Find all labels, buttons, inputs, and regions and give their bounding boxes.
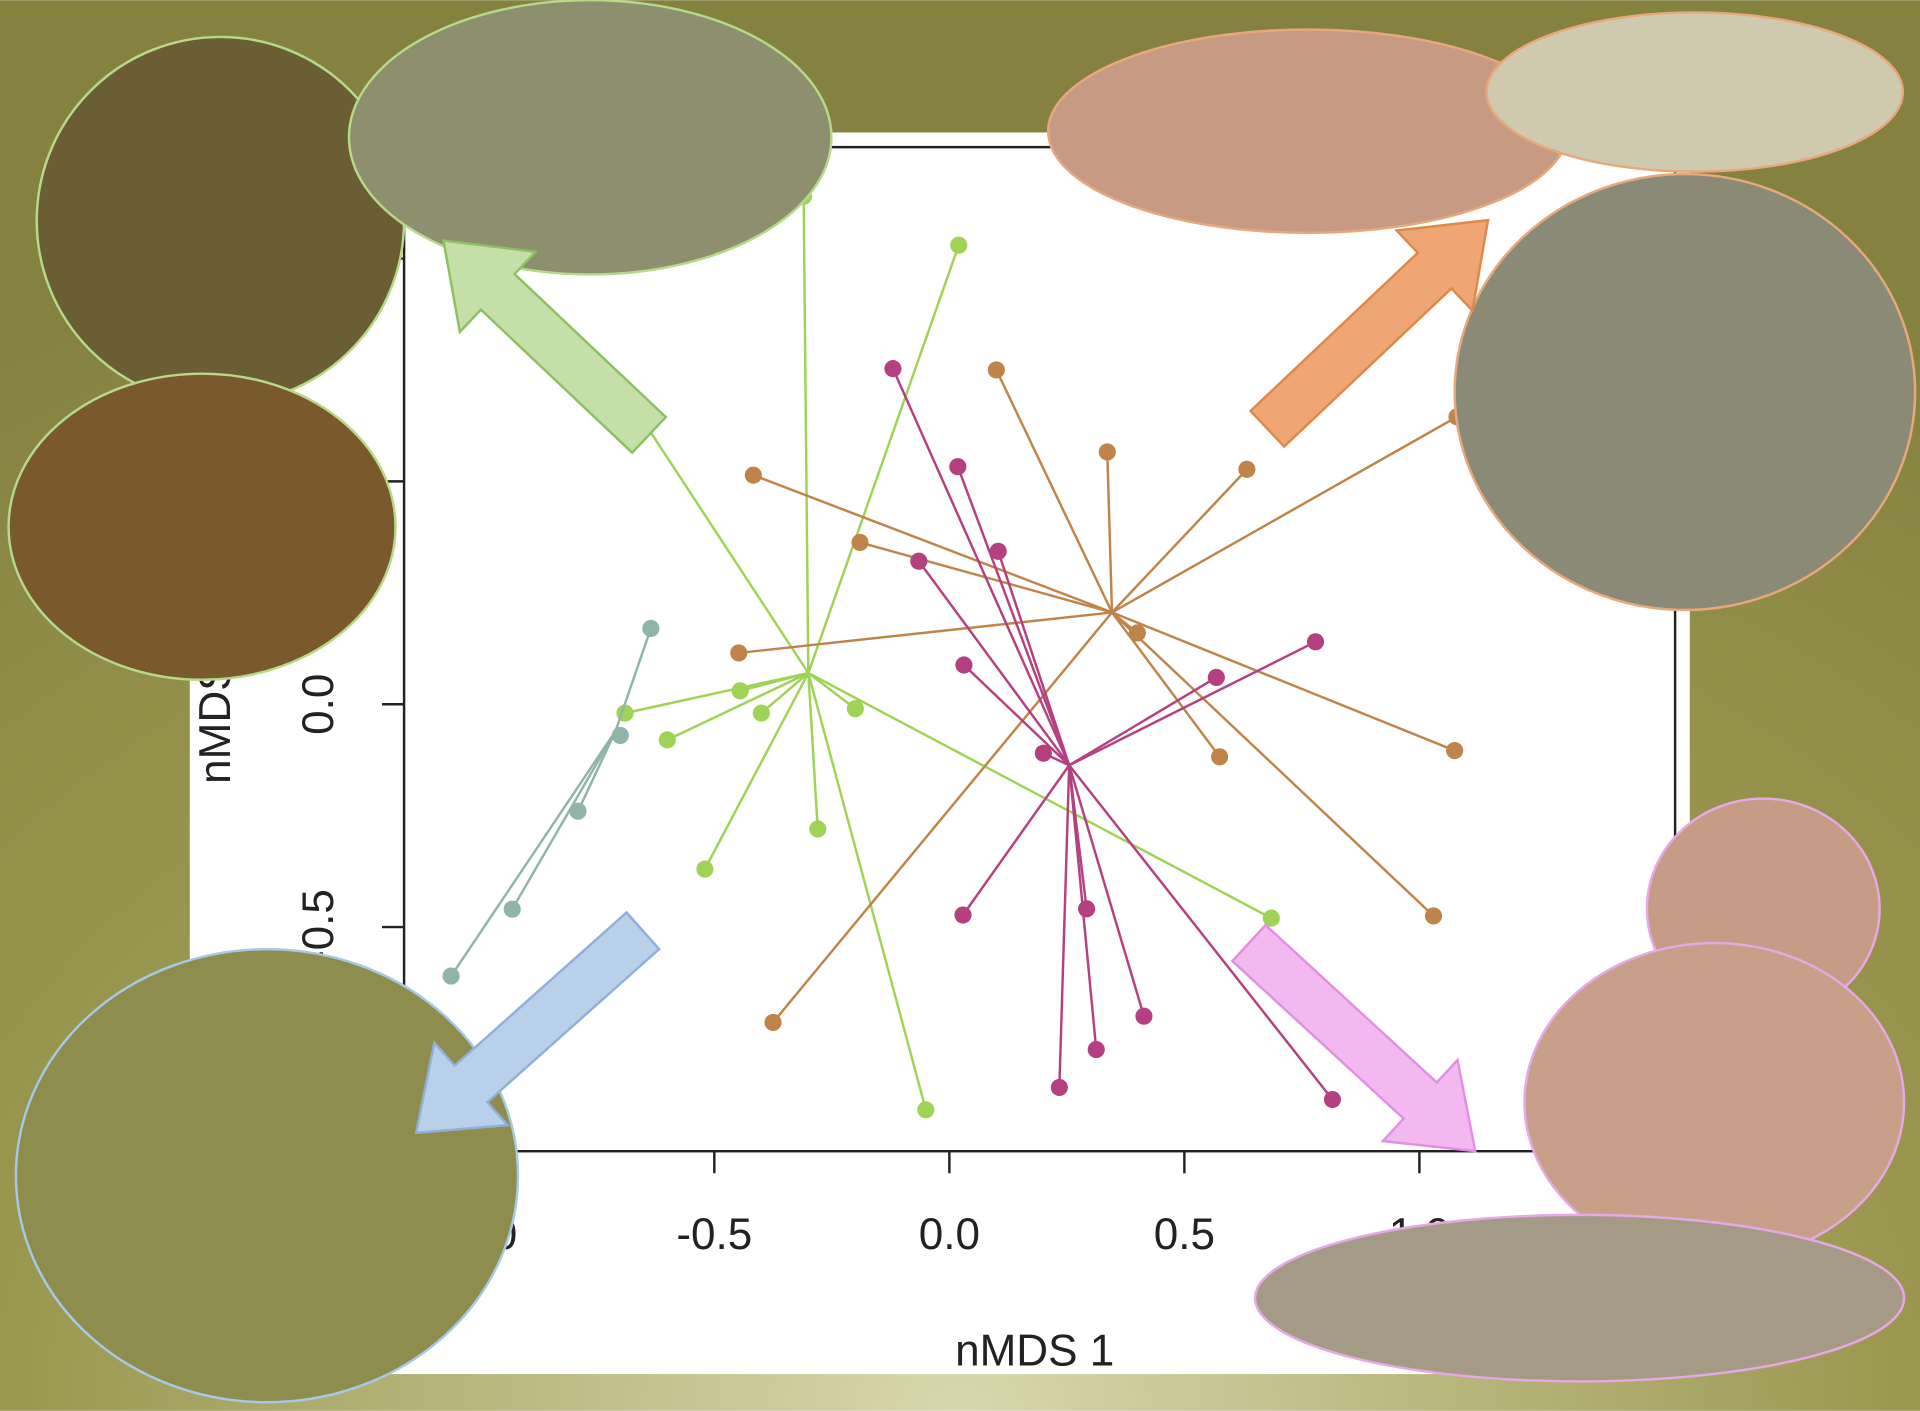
- spoke: [963, 664, 1071, 767]
- spoke: [624, 671, 809, 715]
- point: [1262, 909, 1280, 927]
- spoke: [807, 671, 1272, 920]
- point: [846, 700, 864, 718]
- spoke: [1111, 611, 1456, 752]
- spoke: [1106, 451, 1114, 613]
- spoke: [956, 466, 1071, 766]
- spoke: [666, 671, 809, 741]
- spoke: [772, 611, 1113, 1024]
- y-tick-label: 0.0: [294, 674, 343, 735]
- point: [658, 731, 676, 749]
- spoke: [1068, 640, 1317, 767]
- point: [569, 802, 587, 820]
- spoke: [807, 672, 857, 710]
- point: [1211, 748, 1229, 766]
- photo: [7, 372, 397, 682]
- point: [1306, 633, 1325, 651]
- spoke: [802, 196, 810, 674]
- point: [989, 542, 1007, 560]
- point: [1135, 1007, 1153, 1025]
- spoke: [1068, 764, 1334, 1101]
- point: [1087, 1041, 1105, 1059]
- arrow: [414, 910, 661, 1135]
- photo: [347, 0, 833, 276]
- spoke: [576, 730, 617, 812]
- point: [884, 360, 902, 378]
- point: [1446, 741, 1464, 760]
- spoke: [760, 672, 810, 715]
- point: [752, 704, 770, 722]
- x-tick-label: 0.0: [919, 1210, 980, 1259]
- point: [954, 906, 972, 924]
- spoke: [1068, 764, 1146, 1017]
- point: [851, 533, 869, 552]
- arrow: [1230, 923, 1477, 1153]
- spoke: [1111, 468, 1248, 614]
- point: [611, 726, 629, 744]
- photo: [1453, 172, 1917, 612]
- point: [917, 1101, 935, 1119]
- spoke: [450, 730, 617, 977]
- point: [809, 820, 827, 838]
- point: [730, 644, 748, 662]
- spoke: [1058, 765, 1071, 1088]
- photos: [7, 0, 1917, 1404]
- point: [764, 1013, 782, 1031]
- photo: [14, 947, 520, 1404]
- point: [696, 860, 714, 878]
- x-tick-label: -0.5: [676, 1210, 752, 1259]
- point: [1034, 744, 1052, 762]
- spoke: [961, 764, 1071, 916]
- point: [949, 458, 967, 476]
- point: [1050, 1078, 1068, 1097]
- spoke: [1068, 676, 1217, 767]
- photo: [1253, 1213, 1906, 1383]
- spoke: [917, 560, 1071, 766]
- point: [950, 236, 968, 254]
- x-tick-label: 0.5: [1154, 1210, 1215, 1259]
- point: [731, 682, 749, 700]
- spoke: [807, 672, 928, 1111]
- point: [955, 656, 973, 674]
- arrows: [414, 218, 1490, 1153]
- spoke: [995, 369, 1114, 613]
- photo: [1523, 941, 1906, 1263]
- point: [1128, 624, 1146, 642]
- spoke: [891, 368, 1071, 766]
- spoke: [738, 611, 1113, 655]
- point: [1078, 900, 1096, 918]
- point: [442, 967, 460, 985]
- arrow: [441, 239, 668, 455]
- arrow: [1248, 218, 1490, 449]
- spoke: [752, 473, 1113, 614]
- point: [910, 552, 928, 570]
- point: [987, 361, 1005, 379]
- point: [1098, 443, 1116, 461]
- point: [1238, 460, 1256, 478]
- photo: [1046, 28, 1569, 235]
- plot-frame: [402, 145, 1677, 1153]
- point: [1424, 907, 1443, 925]
- spoke: [638, 413, 810, 674]
- spoke: [997, 550, 1071, 766]
- spoke: [807, 244, 960, 674]
- spoke: [614, 628, 653, 732]
- spoke: [703, 672, 810, 870]
- spoke: [511, 730, 617, 910]
- x-axis-title: nMDS 1: [955, 1327, 1114, 1376]
- spoke: [807, 672, 819, 830]
- point: [1207, 668, 1225, 687]
- photo: [1485, 11, 1905, 173]
- point: [1323, 1090, 1342, 1109]
- photo: [35, 35, 406, 406]
- point: [744, 466, 762, 484]
- spoke: [1111, 415, 1458, 614]
- point: [503, 900, 521, 918]
- point: [642, 619, 660, 638]
- spoke: [1111, 611, 1435, 917]
